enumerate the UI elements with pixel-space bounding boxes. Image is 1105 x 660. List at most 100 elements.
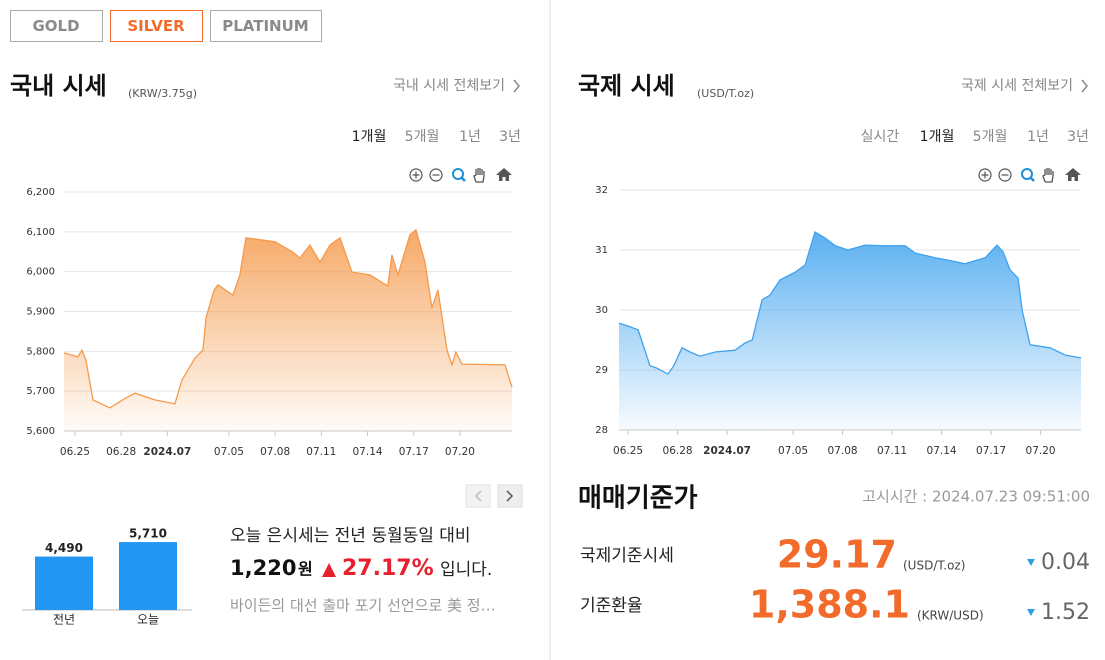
domestic-unit: (KRW/3.75g)	[128, 87, 197, 100]
y-tick-label: 5,800	[26, 346, 55, 357]
zoom-in-icon[interactable]	[978, 168, 992, 182]
chevron	[513, 79, 520, 93]
period-option[interactable]: 1개월	[352, 129, 387, 145]
x-tick-label: 06.25	[613, 445, 643, 457]
area-fill	[619, 232, 1081, 430]
up-triangle	[322, 563, 336, 577]
tab[interactable]	[110, 10, 203, 42]
reference-title: 매매기준가	[578, 484, 698, 514]
international-title: 국제 시세	[578, 72, 675, 100]
down-triangle	[1027, 609, 1035, 616]
home-icon[interactable]	[1065, 168, 1081, 181]
x-tick-label: 07.17	[399, 446, 429, 458]
international-link[interactable]: 국제 시세 전체보기	[961, 78, 1073, 94]
comparison-currency: 원	[298, 560, 313, 579]
y-tick-label: 28	[595, 425, 608, 436]
bar-category-label: 오늘	[137, 613, 159, 627]
row-label: 기준환율	[580, 596, 643, 616]
next-button[interactable]	[497, 484, 523, 508]
x-tick-label: 06.25	[60, 446, 90, 458]
icon-glyph	[460, 176, 466, 182]
tab-label: SILVER	[127, 17, 185, 35]
bar-category-label: 전년	[53, 613, 75, 627]
news-headline[interactable]: 바이든의 대선 출마 포기 선언으로 美 정…	[230, 597, 496, 615]
comparison-suffix: 입니다.	[440, 560, 492, 580]
x-tick-label: 07.11	[306, 446, 336, 458]
x-tick-label: 07.08	[260, 446, 290, 458]
chevron	[474, 490, 482, 502]
tab-label: GOLD	[32, 17, 79, 35]
y-tick-label: 5,700	[26, 386, 55, 397]
price-line	[618, 231, 1082, 376]
icon-glyph	[1029, 176, 1035, 182]
y-tick-label: 30	[595, 305, 608, 316]
domestic-link[interactable]: 국내 시세 전체보기	[393, 78, 505, 94]
period-option[interactable]: 3년	[499, 129, 521, 145]
selection-zoom-icon[interactable]	[452, 168, 464, 180]
chevron	[506, 490, 514, 502]
period-option[interactable]: 5개월	[973, 129, 1008, 145]
international-unit: (USD/T.oz)	[697, 87, 754, 100]
chevron	[1081, 79, 1088, 93]
bar	[119, 542, 177, 610]
reference-time: 고시시간 : 2024.07.23 09:51:00	[862, 488, 1090, 506]
domestic-title: 국내 시세	[10, 72, 107, 100]
row-change: 1.52	[1041, 600, 1090, 625]
bar-value-label: 4,490	[45, 541, 83, 555]
x-tick-label: 2024.07	[143, 446, 191, 458]
icon-glyph	[412, 171, 420, 179]
home-icon[interactable]	[496, 168, 512, 181]
x-tick-label: 07.14	[353, 446, 383, 458]
period-option[interactable]: 1년	[459, 129, 481, 145]
down-triangle	[1027, 559, 1035, 566]
bar-value-label: 5,710	[129, 527, 167, 541]
y-tick-label: 31	[595, 245, 608, 256]
row-unit: (USD/T.oz)	[903, 559, 965, 573]
y-tick-label: 5,900	[26, 307, 55, 318]
icon-glyph	[981, 171, 989, 179]
x-tick-label: 07.20	[1026, 445, 1056, 457]
zoom-out-icon[interactable]	[429, 168, 443, 182]
row-value: 1,388.1	[749, 583, 910, 627]
pan-icon[interactable]	[473, 168, 485, 183]
y-tick-label: 6,000	[26, 267, 55, 278]
x-tick-label: 2024.07	[703, 445, 751, 457]
period-option[interactable]: 3년	[1067, 129, 1089, 145]
tab[interactable]	[10, 10, 103, 42]
period-option[interactable]: 실시간	[861, 129, 900, 145]
comparison-percent: 27.17%	[342, 556, 434, 581]
row-label: 국제기준시세	[580, 546, 674, 566]
selection-zoom-icon[interactable]	[1021, 168, 1033, 180]
period-option[interactable]: 1년	[1027, 129, 1049, 145]
area-fill	[64, 229, 512, 431]
y-tick-label: 5,600	[26, 426, 55, 437]
x-tick-label: 07.05	[214, 446, 244, 458]
pan-icon[interactable]	[1042, 168, 1054, 183]
x-tick-label: 06.28	[106, 446, 136, 458]
x-tick-label: 06.28	[663, 445, 693, 457]
period-option[interactable]: 1개월	[920, 129, 955, 145]
x-tick-label: 07.14	[927, 445, 957, 457]
row-unit: (KRW/USD)	[917, 609, 984, 623]
x-tick-label: 07.17	[976, 445, 1006, 457]
x-tick-label: 07.20	[445, 446, 475, 458]
zoom-out-icon[interactable]	[998, 168, 1012, 182]
tab-label: PLATINUM	[222, 17, 308, 35]
row-value: 29.17	[777, 533, 897, 577]
tab[interactable]	[210, 10, 322, 42]
y-tick-label: 29	[595, 365, 608, 376]
comparison-difference: 1,220	[230, 556, 296, 580]
comparison-sentence: 오늘 은시세는 전년 동월동일 대비	[230, 526, 471, 546]
price-line	[63, 228, 513, 409]
zoom-in-icon[interactable]	[409, 168, 423, 182]
row-change: 0.04	[1041, 550, 1090, 575]
prev-button[interactable]	[465, 484, 491, 508]
y-tick-label: 32	[595, 185, 608, 196]
bar	[35, 556, 93, 610]
x-tick-label: 07.05	[778, 445, 808, 457]
x-tick-label: 07.08	[828, 445, 858, 457]
y-tick-label: 6,100	[26, 227, 55, 238]
period-option[interactable]: 5개월	[405, 129, 440, 145]
y-tick-label: 6,200	[26, 187, 55, 198]
